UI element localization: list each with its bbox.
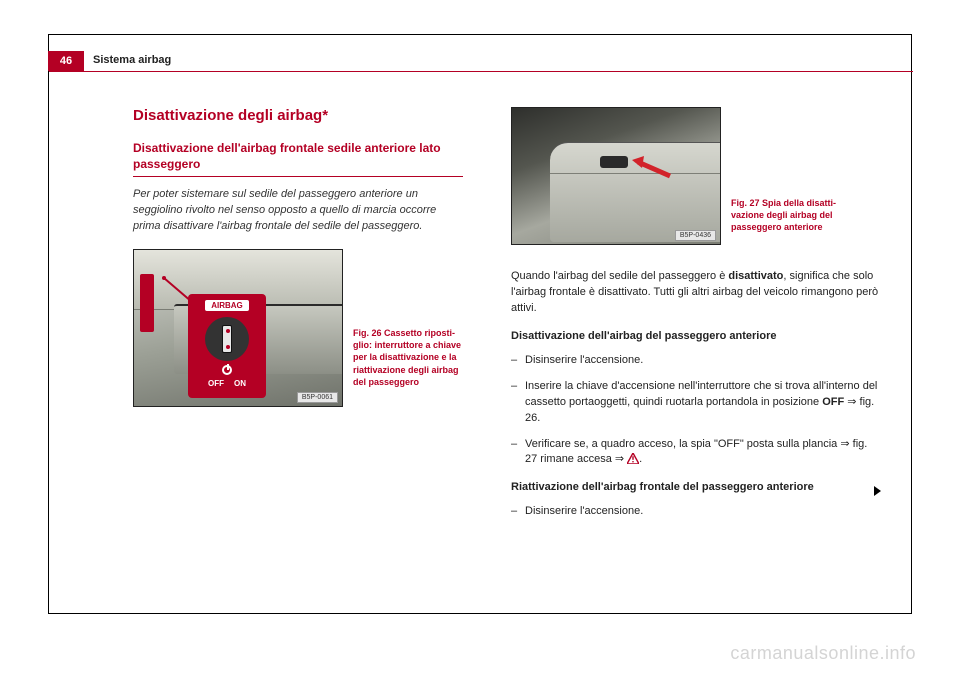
fig27-code: B5P-0436 <box>675 230 716 241</box>
paragraph-status: Quando l'airbag del sedile del passegger… <box>511 269 881 317</box>
fig26-code: B5P-0061 <box>297 392 338 403</box>
section-title: Sistema airbag <box>93 54 171 66</box>
fig26-key-slot <box>205 317 249 361</box>
figure-26: AIRBAG OFF ON B5P-0061 <box>133 249 343 407</box>
step-2: Inserire la chiave d'accensione nell'int… <box>511 379 881 427</box>
left-column: Disattivazione degli airbag* Disattivazi… <box>133 107 463 419</box>
steps-reactivate: Disinserire l'accensione. <box>511 504 881 520</box>
step-3: Verificare se, a quadro acceso, la spia … <box>511 437 881 471</box>
manual-page: 46 Sistema airbag Disattivazione degli a… <box>48 34 912 614</box>
step-2-bold: OFF <box>822 396 844 408</box>
subheading-deactivate: Disattivazione dell'airbag del passegger… <box>511 330 776 342</box>
figure-27: B5P-0436 <box>511 107 721 245</box>
react-step-1: Disinserire l'accensione. <box>511 504 881 520</box>
step-3-mid: rimane accesa ⇒ <box>537 453 627 465</box>
fig27-indicator-lamp <box>600 156 628 168</box>
fig26-caption: Fig. 26 Cassetto riposti-glio: interrutt… <box>353 327 463 388</box>
subheading-reactivate: Riattivazione dell'airbag frontale del p… <box>511 481 814 493</box>
continue-arrow-icon <box>874 486 881 496</box>
para1-bold: disattivato <box>728 270 783 282</box>
fig26-side-marker <box>140 274 154 332</box>
power-icon <box>222 365 232 375</box>
step-3-post: . <box>639 453 642 465</box>
right-column: B5P-0436 Fig. 27 Spia della disatti-vazi… <box>511 107 881 530</box>
para1-pre: Quando l'airbag del sedile del passegger… <box>511 270 728 282</box>
warning-triangle-icon <box>627 453 639 470</box>
fig26-zoom-callout: AIRBAG OFF ON <box>188 294 266 398</box>
heading-main: Disattivazione degli airbag* <box>133 107 463 124</box>
fig26-off-label: OFF <box>208 379 224 388</box>
watermark: carmanualsonline.info <box>730 643 916 664</box>
fig27-caption: Fig. 27 Spia della disatti-vazione degli… <box>731 197 841 233</box>
step-3-pre: Verificare se, a quadro acceso, la spia … <box>525 438 840 450</box>
heading-rule <box>133 176 463 177</box>
header-rule <box>49 71 913 72</box>
fig26-airbag-label: AIRBAG <box>205 300 249 311</box>
heading-sub: Disattivazione dell'airbag frontale sedi… <box>133 140 463 172</box>
page-number: 46 <box>48 51 84 71</box>
fig26-on-label: ON <box>234 379 246 388</box>
fig27-pointer-arrow <box>630 154 674 187</box>
step-1: Disinserire l'accensione. <box>511 353 881 369</box>
lead-paragraph: Per poter sistemare sul sedile del passe… <box>133 187 463 235</box>
steps-deactivate: Disinserire l'accensione. Inserire la ch… <box>511 353 881 471</box>
